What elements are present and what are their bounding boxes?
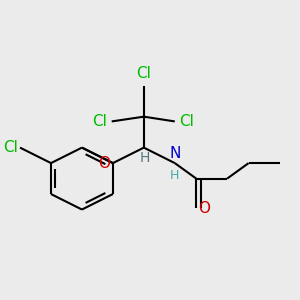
Text: H: H xyxy=(170,169,179,182)
Text: O: O xyxy=(98,156,110,171)
Text: O: O xyxy=(199,201,211,216)
Text: N: N xyxy=(169,146,181,161)
Text: Cl: Cl xyxy=(136,66,151,81)
Text: H: H xyxy=(140,151,150,165)
Text: Cl: Cl xyxy=(3,140,18,155)
Text: Cl: Cl xyxy=(179,114,194,129)
Text: Cl: Cl xyxy=(92,114,107,129)
